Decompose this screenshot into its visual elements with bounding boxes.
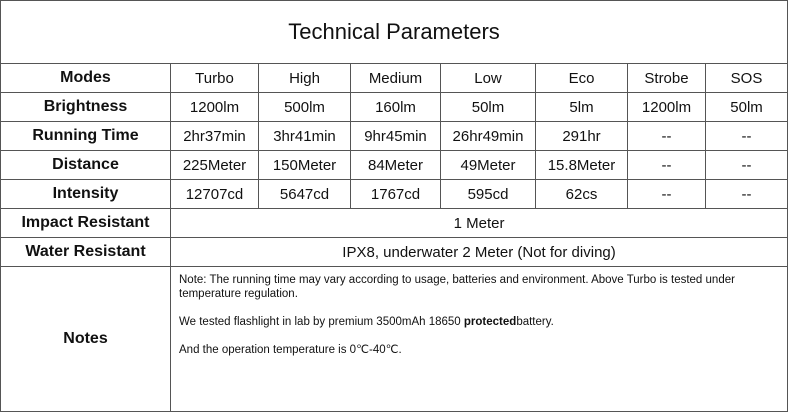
cell: 1 Meter bbox=[171, 209, 788, 238]
table-row: Water ResistantIPX8, underwater 2 Meter … bbox=[1, 238, 788, 267]
cell: IPX8, underwater 2 Meter (Not for diving… bbox=[171, 238, 788, 267]
table-row: Technical Parameters bbox=[1, 1, 788, 64]
row-label: Running Time bbox=[1, 122, 171, 151]
cell: -- bbox=[706, 122, 788, 151]
note-text: And the operation temperature is 0℃-40℃. bbox=[179, 344, 402, 356]
cell: 2hr37min bbox=[171, 122, 259, 151]
cell: 1767cd bbox=[351, 180, 441, 209]
cell: -- bbox=[706, 151, 788, 180]
cell: 9hr45min bbox=[351, 122, 441, 151]
note-line: We tested flashlight in lab by premium 3… bbox=[179, 315, 779, 329]
note-line: And the operation temperature is 0℃-40℃. bbox=[179, 343, 779, 357]
row-label: Distance bbox=[1, 151, 171, 180]
cell: 62cs bbox=[536, 180, 628, 209]
row-label: Water Resistant bbox=[1, 238, 171, 267]
cell: 150Meter bbox=[259, 151, 351, 180]
cell: 49Meter bbox=[441, 151, 536, 180]
table-row: Impact Resistant1 Meter bbox=[1, 209, 788, 238]
table-title: Technical Parameters bbox=[1, 1, 788, 64]
row-label: Impact Resistant bbox=[1, 209, 171, 238]
cell: -- bbox=[628, 180, 706, 209]
cell: 160lm bbox=[351, 93, 441, 122]
table-row: ModesTurboHighMediumLowEcoStrobeSOS bbox=[1, 64, 788, 93]
note-line: Note: The running time may vary accordin… bbox=[179, 273, 779, 301]
table-row: Brightness1200lm500lm160lm50lm5lm1200lm5… bbox=[1, 93, 788, 122]
cell: 12707cd bbox=[171, 180, 259, 209]
column-header: Strobe bbox=[628, 64, 706, 93]
cell: 291hr bbox=[536, 122, 628, 151]
table-row: Notes Note: The running time may vary acc… bbox=[1, 267, 788, 412]
cell: 15.8Meter bbox=[536, 151, 628, 180]
column-header: Turbo bbox=[171, 64, 259, 93]
column-header: SOS bbox=[706, 64, 788, 93]
table-row: Intensity12707cd5647cd1767cd595cd62cs---… bbox=[1, 180, 788, 209]
cell: 50lm bbox=[706, 93, 788, 122]
cell: 1200lm bbox=[171, 93, 259, 122]
row-label: Modes bbox=[1, 64, 171, 93]
cell: 50lm bbox=[441, 93, 536, 122]
cell: 500lm bbox=[259, 93, 351, 122]
column-header: Low bbox=[441, 64, 536, 93]
cell: 84Meter bbox=[351, 151, 441, 180]
cell: -- bbox=[628, 122, 706, 151]
column-header: High bbox=[259, 64, 351, 93]
note-text: Note: The running time may vary accordin… bbox=[179, 274, 735, 300]
row-label: Brightness bbox=[1, 93, 171, 122]
cell: 595cd bbox=[441, 180, 536, 209]
cell: 26hr49min bbox=[441, 122, 536, 151]
note-emphasis: protected bbox=[464, 316, 516, 328]
cell: -- bbox=[628, 151, 706, 180]
cell: 3hr41min bbox=[259, 122, 351, 151]
cell: -- bbox=[706, 180, 788, 209]
note-text: We tested flashlight in lab by premium 3… bbox=[179, 316, 464, 328]
row-label: Intensity bbox=[1, 180, 171, 209]
cell: 5647cd bbox=[259, 180, 351, 209]
column-header: Medium bbox=[351, 64, 441, 93]
table-row: Distance225Meter150Meter84Meter49Meter15… bbox=[1, 151, 788, 180]
cell: 1200lm bbox=[628, 93, 706, 122]
table-row: Running Time2hr37min3hr41min9hr45min26hr… bbox=[1, 122, 788, 151]
cell: 225Meter bbox=[171, 151, 259, 180]
column-header: Eco bbox=[536, 64, 628, 93]
row-label: Notes bbox=[1, 267, 171, 412]
notes-body: Note: The running time may vary accordin… bbox=[171, 267, 788, 412]
note-text: battery. bbox=[516, 316, 554, 328]
cell: 5lm bbox=[536, 93, 628, 122]
